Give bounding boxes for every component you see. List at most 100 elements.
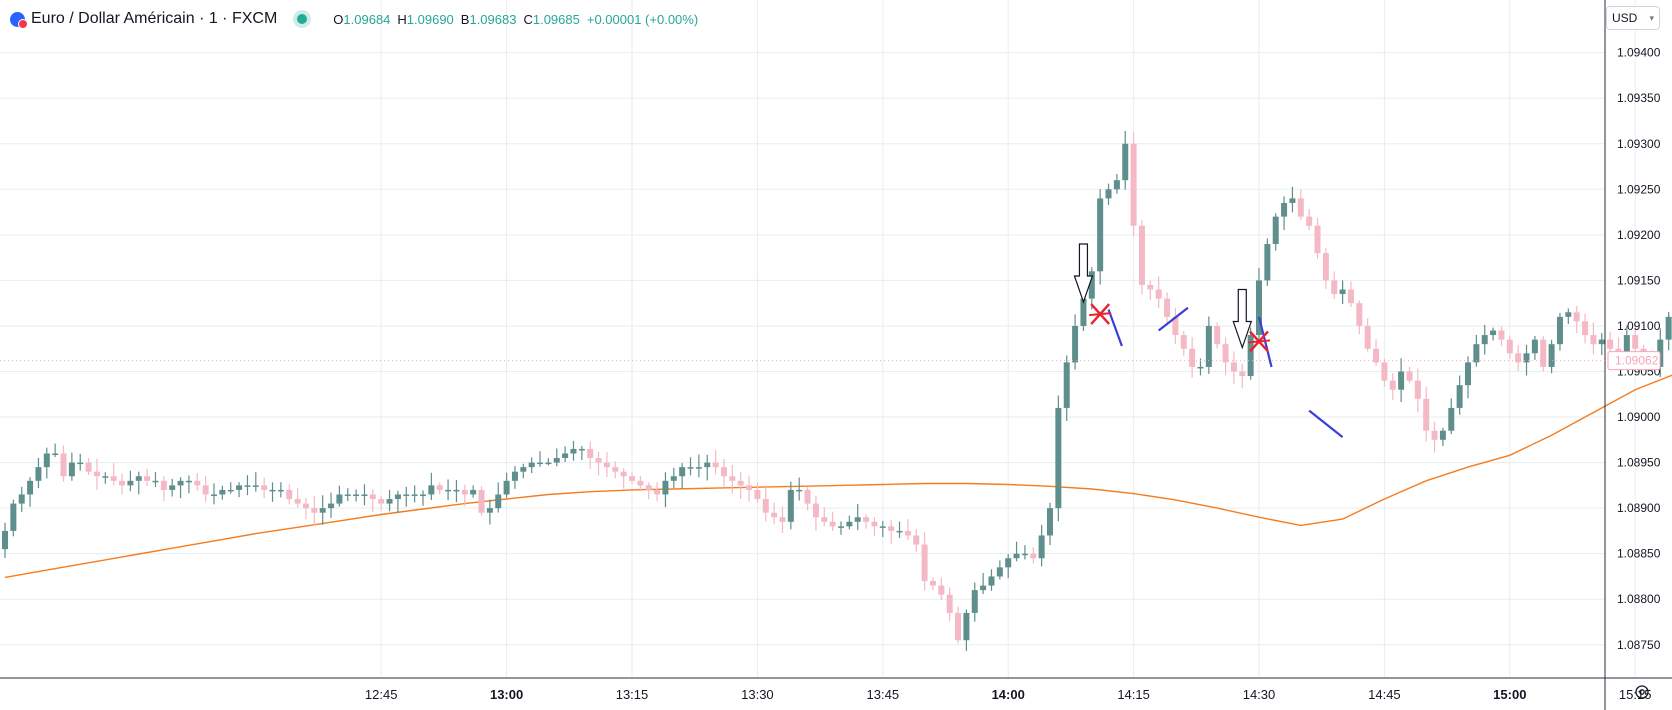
candle[interactable] [988,569,995,591]
candle[interactable] [720,458,727,487]
candle[interactable] [838,521,844,535]
candle[interactable] [955,606,962,644]
candle[interactable] [152,472,159,488]
candle[interactable] [746,475,753,502]
candle[interactable] [1515,345,1522,371]
candle[interactable] [1289,186,1296,213]
candle[interactable] [1573,306,1580,334]
candle[interactable] [821,507,828,527]
chart-settings-icon[interactable] [1630,680,1654,704]
candle[interactable] [35,457,42,489]
candle[interactable] [1373,339,1380,367]
candle[interactable] [119,473,126,495]
candle[interactable] [461,484,468,507]
candle[interactable] [1297,189,1304,220]
candle[interactable] [1506,336,1513,359]
candle[interactable] [963,609,970,652]
candle[interactable] [302,497,309,520]
candle[interactable] [102,472,109,484]
candle[interactable] [1590,322,1597,355]
candle[interactable] [319,495,326,525]
candle[interactable] [511,465,518,489]
candle[interactable] [1239,363,1246,389]
candle[interactable] [938,577,945,601]
candle[interactable] [1381,358,1388,387]
candle[interactable] [1531,335,1538,360]
candle[interactable] [68,452,75,481]
candle[interactable] [904,519,911,541]
candle[interactable] [1047,502,1053,546]
candle[interactable] [712,450,719,475]
candle[interactable] [1021,545,1028,560]
candle[interactable] [1147,280,1154,300]
candle[interactable] [1598,332,1605,355]
candle[interactable] [1281,196,1288,231]
candle[interactable] [236,482,243,498]
candle[interactable] [1205,316,1212,374]
candle[interactable] [695,454,702,478]
candle[interactable] [629,472,635,485]
candle[interactable] [1272,213,1279,251]
candle[interactable] [486,499,493,525]
candle[interactable] [1398,358,1405,403]
candle[interactable] [1406,366,1413,384]
candle[interactable] [85,457,92,475]
candle[interactable] [52,443,59,458]
candle[interactable] [403,486,410,507]
candle[interactable] [495,482,502,513]
candle[interactable] [1180,330,1187,356]
candle[interactable] [478,486,485,516]
candle[interactable] [185,475,192,494]
candle[interactable] [913,528,920,552]
candle[interactable] [854,504,861,531]
candle[interactable] [980,572,987,595]
candle[interactable] [1331,271,1338,300]
candle[interactable] [620,468,627,489]
candle[interactable] [846,515,853,530]
candle[interactable] [796,477,803,501]
candle[interactable] [1414,368,1421,413]
candle[interactable] [704,454,711,481]
candle[interactable] [27,477,34,507]
candle[interactable] [570,440,577,461]
symbol-title[interactable]: Euro / Dollar Américain · 1 · FXCM [31,10,278,27]
candle[interactable] [1322,247,1329,289]
candle[interactable] [135,471,142,495]
currency-selector[interactable]: USD ▾ [1606,6,1660,30]
trend-line-drawing[interactable] [1158,306,1189,332]
candle[interactable] [1423,386,1430,442]
candle[interactable] [344,488,351,502]
candles[interactable] [2,130,1672,652]
candle[interactable] [1063,355,1070,422]
candle[interactable] [202,476,209,502]
candle[interactable] [921,532,928,590]
candle[interactable] [18,486,25,512]
candle[interactable] [946,587,953,622]
candle[interactable] [1523,344,1530,376]
candle[interactable] [754,482,761,503]
candle[interactable] [1339,280,1346,305]
candle[interactable] [420,490,426,506]
candle[interactable] [863,514,870,529]
candle[interactable] [1214,322,1221,349]
candle[interactable] [1264,238,1271,286]
candle[interactable] [1256,267,1262,342]
candle[interactable] [2,522,8,558]
candle[interactable] [1105,183,1112,206]
candle[interactable] [520,463,527,479]
candle[interactable] [1356,300,1363,335]
candle[interactable] [595,451,602,476]
candle[interactable] [1364,318,1371,352]
candle[interactable] [687,457,694,476]
candle[interactable] [779,506,786,534]
candle[interactable] [227,482,234,494]
candle[interactable] [1431,421,1438,453]
candle[interactable] [1347,281,1354,307]
candle[interactable] [871,517,878,537]
trend-line-drawing[interactable] [1308,409,1344,438]
candle[interactable] [1556,312,1563,351]
candle[interactable] [294,488,301,508]
candle[interactable] [369,488,376,513]
candle[interactable] [436,482,443,495]
